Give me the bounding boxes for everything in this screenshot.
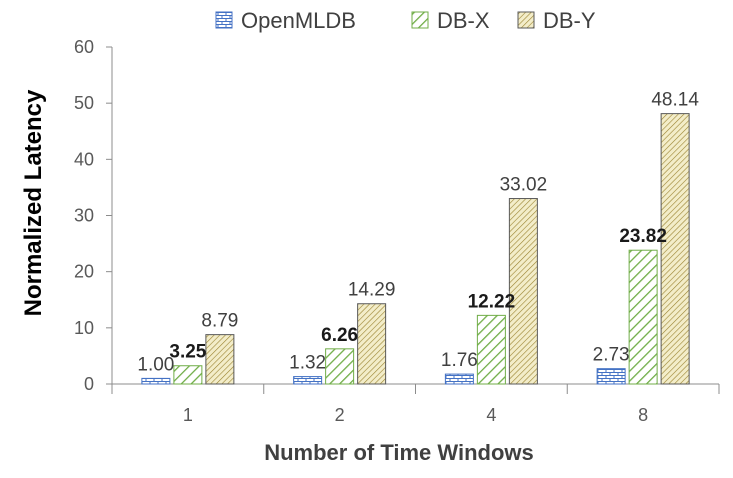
data-label: 12.22 <box>468 291 516 312</box>
y-tick-label: 30 <box>74 206 94 226</box>
data-label: 1.00 <box>137 354 174 375</box>
legend-swatch <box>215 11 233 29</box>
bar-db-y-4 <box>508 198 538 385</box>
legend-swatch <box>411 11 429 29</box>
x-tick-label: 4 <box>486 405 496 425</box>
bar-openmldb-4 <box>444 373 474 385</box>
y-tick-label: 0 <box>84 374 94 394</box>
y-axis: 0 10 20 30 40 50 60 <box>74 37 113 394</box>
y-tick-label: 40 <box>74 149 94 169</box>
data-label: 33.02 <box>500 175 548 196</box>
legend: OpenMLDB DB-X DB-Y <box>215 8 596 33</box>
legend-swatch <box>517 11 535 29</box>
data-label: 1.32 <box>289 353 326 374</box>
bar-db-x-4 <box>476 314 506 385</box>
bar-db-x-8 <box>628 249 658 385</box>
legend-label: DB-Y <box>543 8 596 33</box>
bar-db-y-2 <box>357 303 387 385</box>
y-tick-label: 20 <box>74 262 94 282</box>
data-label: 1.76 <box>441 350 478 371</box>
data-label: 6.26 <box>321 325 358 346</box>
data-label: 23.82 <box>619 226 667 247</box>
y-tick-label: 50 <box>74 93 94 113</box>
data-label: 14.29 <box>348 280 396 301</box>
legend-label: DB-X <box>437 8 490 33</box>
bar-db-x-1 <box>173 365 203 385</box>
bar-openmldb-2 <box>293 376 323 385</box>
bar-db-y-8 <box>660 113 690 385</box>
y-tick-label: 10 <box>74 318 94 338</box>
bar-db-y-1 <box>205 334 235 385</box>
data-label: 8.79 <box>201 311 238 332</box>
x-axis: 1 2 4 8 <box>111 383 720 425</box>
x-tick-label: 1 <box>183 405 193 425</box>
data-labels: 1.00 1.32 1.76 2.73 3.25 6.26 12.22 23.82 8.79 14… <box>137 90 699 376</box>
legend-label: OpenMLDB <box>241 8 356 33</box>
data-label: 3.25 <box>169 342 206 363</box>
bar-openmldb-1 <box>141 377 171 385</box>
x-axis-title: Number of Time Windows <box>264 440 534 465</box>
data-label: 2.73 <box>593 345 630 366</box>
bar-db-x-2 <box>325 348 355 385</box>
x-tick-label: 8 <box>638 405 648 425</box>
data-label: 48.14 <box>651 90 699 111</box>
y-tick-label: 60 <box>74 37 94 57</box>
x-tick-label: 2 <box>335 405 345 425</box>
y-axis-title: Normalized Latency <box>20 89 47 316</box>
bars <box>141 113 690 385</box>
bar-openmldb-8 <box>596 368 626 385</box>
